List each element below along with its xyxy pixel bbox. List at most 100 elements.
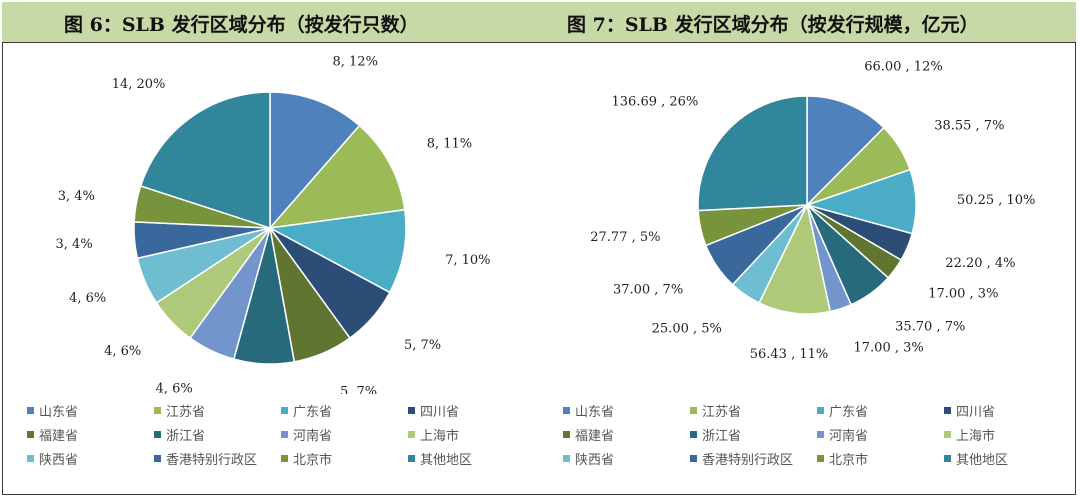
legend-swatch bbox=[27, 454, 34, 462]
data-label-陕西省: 25.00 , 5% bbox=[652, 322, 722, 337]
legend-item-河南省: 河南省 bbox=[817, 424, 944, 444]
legend-swatch bbox=[281, 406, 288, 414]
data-label-浙江省: 35.70 , 7% bbox=[895, 319, 965, 334]
legend-swatch bbox=[281, 454, 288, 462]
legend-item-四川省: 四川省 bbox=[408, 400, 535, 420]
legend-item-福建省: 福建省 bbox=[27, 424, 154, 444]
data-label-河南省: 4, 6% bbox=[156, 381, 193, 394]
pie-slice-山东省 bbox=[269, 91, 361, 230]
data-label-山东省: 8, 12% bbox=[333, 54, 378, 69]
legend-item-陕西省: 陕西省 bbox=[27, 448, 154, 468]
legend-label: 山东省 bbox=[39, 404, 79, 420]
legend-item-江苏省: 江苏省 bbox=[154, 400, 281, 420]
legend-item-其他地区: 其他地区 bbox=[408, 448, 535, 468]
data-label-香港特别行政区: 3, 4% bbox=[56, 237, 93, 252]
data-label-香港特别行政区: 37.00 , 7% bbox=[613, 283, 683, 298]
data-label-其他地区: 136.69 , 26% bbox=[612, 95, 699, 110]
legend-label: 四川省 bbox=[420, 404, 460, 420]
legend-label: 浙江省 bbox=[702, 428, 742, 444]
legend-item-上海市: 上海市 bbox=[944, 424, 1071, 444]
legend-label: 福建省 bbox=[39, 428, 79, 444]
legend-label: 上海市 bbox=[956, 428, 996, 444]
legend-swatch bbox=[817, 430, 824, 438]
legend-item-山东省: 山东省 bbox=[563, 400, 690, 420]
legend-label: 广东省 bbox=[829, 404, 869, 420]
data-label-福建省: 17.00 , 3% bbox=[928, 286, 998, 301]
pie-chart-panel-right: 66.00 , 12% 38.55 , 7% 50.25 , 10% 22.20 , … bbox=[539, 44, 1075, 494]
legend-swatch bbox=[563, 406, 570, 414]
legend-label: 四川省 bbox=[956, 404, 996, 420]
legend-item-陕西省: 陕西省 bbox=[563, 448, 690, 468]
legend-swatch bbox=[154, 454, 161, 462]
legend-item-香港特别行政区: 香港特别行政区 bbox=[154, 448, 281, 468]
legend-swatch bbox=[408, 454, 415, 462]
legend-label: 江苏省 bbox=[702, 404, 742, 420]
data-label-山东省: 66.00 , 12% bbox=[864, 59, 943, 74]
legend-label: 陕西省 bbox=[39, 452, 79, 468]
legend-item-福建省: 福建省 bbox=[563, 424, 690, 444]
legend-label: 上海市 bbox=[420, 428, 460, 444]
data-label-河南省: 17.00 , 3% bbox=[854, 341, 924, 356]
legend-right: 山东省 江苏省 广东省 四川省福建省 浙江省 河南省 上海市陕西省 香港特别行政区 北京市 其他地… bbox=[563, 400, 1073, 468]
legend-item-上海市: 上海市 bbox=[408, 424, 535, 444]
pie-chart-panel-left: 8, 12%8, 11%7, 10%5, 7%5, 7%5, 7%4, 6%4,… bbox=[3, 44, 539, 494]
legend-swatch bbox=[817, 406, 824, 414]
legend-item-浙江省: 浙江省 bbox=[154, 424, 281, 444]
legend-item-香港特别行政区: 香港特别行政区 bbox=[690, 448, 817, 468]
legend-label: 福建省 bbox=[575, 428, 615, 444]
legend-label: 香港特别行政区 bbox=[166, 452, 258, 468]
legend-swatch bbox=[944, 454, 951, 462]
pie-chart-count: 8, 12%8, 11%7, 10%5, 7%5, 7%5, 7%4, 6%4,… bbox=[56, 54, 491, 394]
data-label-江苏省: 8, 11% bbox=[427, 137, 472, 152]
legend-label: 香港特别行政区 bbox=[702, 452, 794, 468]
data-label-广东省: 50.25 , 10% bbox=[957, 193, 1036, 208]
legend-swatch bbox=[563, 430, 570, 438]
legend-label: 广东省 bbox=[293, 404, 333, 420]
legend-swatch bbox=[817, 454, 824, 462]
legend-swatch bbox=[563, 454, 570, 462]
legend-item-其他地区: 其他地区 bbox=[944, 448, 1071, 468]
figure-header: 图 6：SLB 发行区域分布（按发行只数） 图 7：SLB 发行区域分布（按发行… bbox=[2, 2, 1076, 43]
legend-swatch bbox=[690, 406, 697, 414]
legend-label: 其他地区 bbox=[420, 452, 473, 468]
data-label-上海市: 4, 6% bbox=[104, 344, 141, 359]
pie-slice-上海市 bbox=[758, 202, 832, 315]
legend-left: 山东省 江苏省 广东省 四川省福建省 浙江省 河南省 上海市陕西省 香港特别行政区 北京市 其他地… bbox=[27, 400, 537, 468]
legend-swatch bbox=[281, 430, 288, 438]
legend-label: 山东省 bbox=[575, 404, 615, 420]
legend-item-浙江省: 浙江省 bbox=[690, 424, 817, 444]
legend-item-广东省: 广东省 bbox=[817, 400, 944, 420]
pie-slice-其他地区 bbox=[139, 91, 271, 230]
pie-slice-其他地区 bbox=[697, 95, 808, 212]
legend-label: 河南省 bbox=[293, 428, 333, 444]
legend-swatch bbox=[944, 430, 951, 438]
legend-item-江苏省: 江苏省 bbox=[690, 400, 817, 420]
legend-swatch bbox=[154, 430, 161, 438]
legend-item-河南省: 河南省 bbox=[281, 424, 408, 444]
figure-7-title: 图 7：SLB 发行区域分布（按发行规模，亿元） bbox=[567, 14, 979, 36]
legend-label: 陕西省 bbox=[575, 452, 615, 468]
legend-label: 北京市 bbox=[293, 452, 333, 468]
legend-swatch bbox=[408, 430, 415, 438]
legend-swatch bbox=[27, 406, 34, 414]
data-label-四川省: 5, 7% bbox=[404, 338, 441, 353]
data-label-四川省: 22.20 , 4% bbox=[945, 256, 1015, 271]
legend-label: 江苏省 bbox=[166, 404, 206, 420]
legend-swatch bbox=[944, 406, 951, 414]
pie-slice-山东省 bbox=[806, 95, 885, 207]
data-label-陕西省: 4, 6% bbox=[69, 291, 106, 306]
legend-label: 河南省 bbox=[829, 428, 869, 444]
legend-label: 北京市 bbox=[829, 452, 869, 468]
legend-swatch bbox=[27, 430, 34, 438]
figure-6-title: 图 6：SLB 发行区域分布（按发行只数） bbox=[64, 14, 419, 36]
data-label-江苏省: 38.55 , 7% bbox=[934, 118, 1004, 133]
legend-swatch bbox=[690, 454, 697, 462]
data-label-其他地区: 14, 20% bbox=[112, 77, 166, 92]
data-label-北京市: 27.77 , 5% bbox=[590, 230, 660, 245]
legend-swatch bbox=[408, 406, 415, 414]
legend-item-四川省: 四川省 bbox=[944, 400, 1071, 420]
legend-label: 浙江省 bbox=[166, 428, 206, 444]
pie-chart-amount: 66.00 , 12% 38.55 , 7% 50.25 , 10% 22.20 , … bbox=[590, 59, 1036, 361]
legend-label: 其他地区 bbox=[956, 452, 1009, 468]
pie-slice-江苏省 bbox=[268, 124, 406, 230]
